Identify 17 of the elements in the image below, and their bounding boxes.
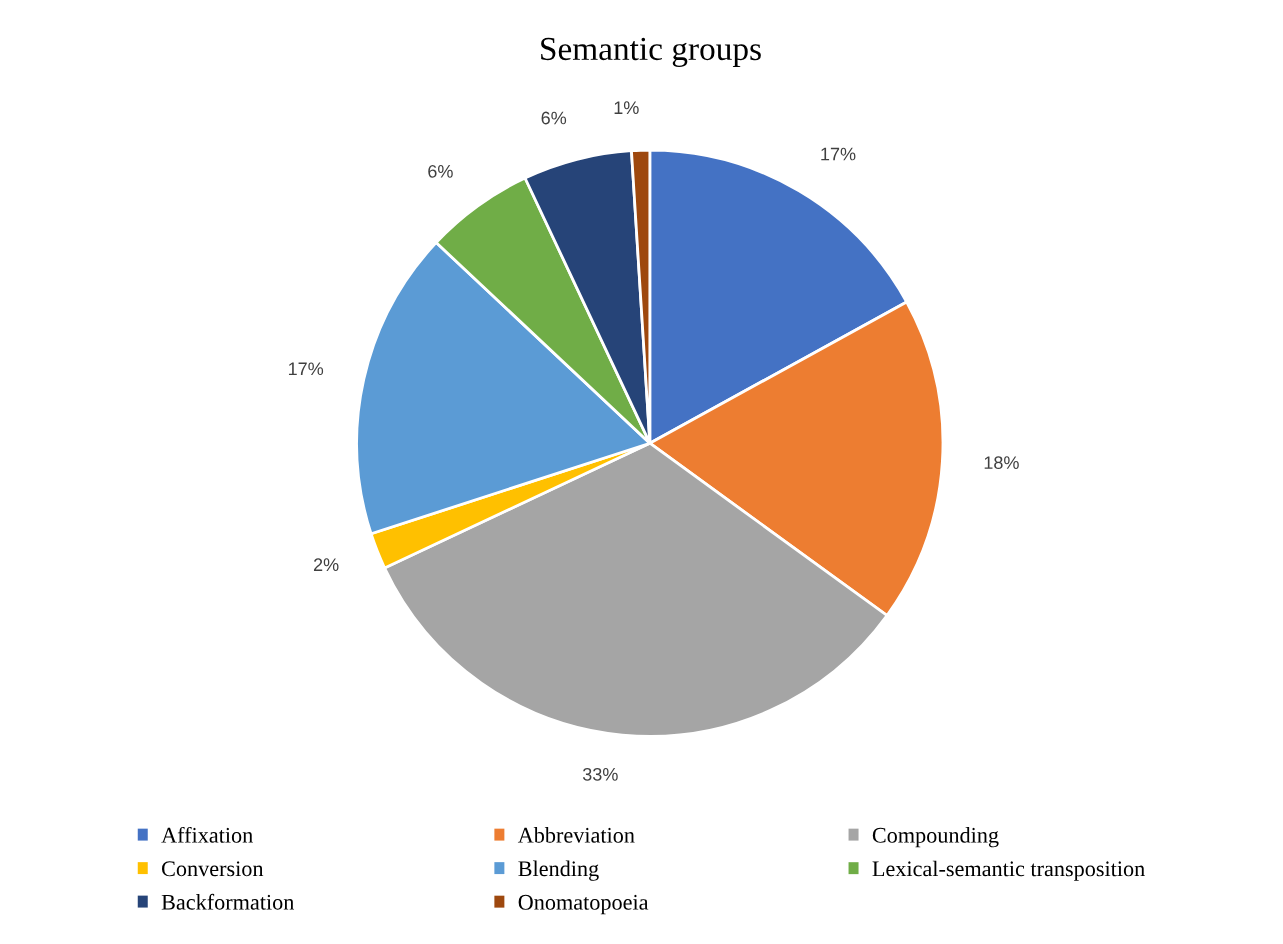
legend-label: Conversion [162,861,264,877]
legend-label: Blending [518,860,599,881]
data-label: 6% [541,111,567,125]
legend-label: Lexical-semantic transposition [872,860,1145,881]
data-label: 33% [582,767,618,781]
legend-label: Compounding [872,827,999,848]
legend-label: Abbreviation [517,827,635,843]
chart-title: Semantic groups [541,37,761,68]
data-label: 6% [428,164,453,178]
data-label: 17% [288,362,324,376]
legend-label: Backformation [161,893,295,910]
data-label: 18% [984,456,1019,470]
data-label: 2% [313,558,339,571]
data-label: 17% [821,147,856,161]
legend-label: Affixation [161,826,253,843]
legend-label: Onomatopoeia [518,894,649,915]
data-label: 1% [614,101,639,114]
